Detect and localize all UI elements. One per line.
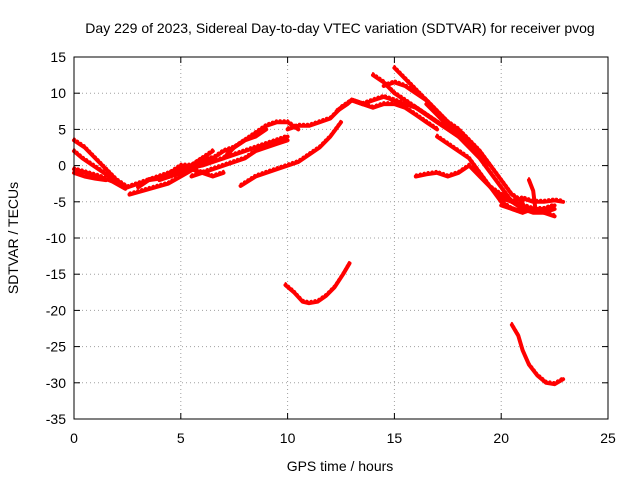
series-line-arc-19 bbox=[392, 65, 525, 204]
series-layer bbox=[72, 64, 566, 387]
series-line-arc-27 bbox=[283, 261, 352, 306]
series-jitter-arc-28 bbox=[510, 321, 565, 384]
y-tick-label: -35 bbox=[46, 411, 66, 427]
series-jitter-arc-26 bbox=[414, 162, 471, 176]
series-jitter-arc-12 bbox=[222, 119, 300, 158]
series-line-arc-26 bbox=[413, 163, 472, 179]
x-tick-label: 15 bbox=[387, 430, 403, 446]
series-jitter-arc-10 bbox=[179, 133, 289, 169]
y-tick-label: -20 bbox=[46, 302, 66, 318]
y-tick-label: 15 bbox=[50, 49, 66, 65]
series-line-arc-11 bbox=[157, 149, 215, 183]
y-tick-label: 10 bbox=[50, 85, 66, 101]
y-tick-label: 5 bbox=[58, 121, 66, 137]
series-jitter-arc-21 bbox=[436, 133, 524, 212]
series-jitter-arc-2 bbox=[73, 148, 127, 187]
series-line-arc-15 bbox=[334, 98, 440, 132]
series-jitter-arc-4 bbox=[73, 169, 107, 180]
x-tick-label: 0 bbox=[70, 430, 78, 446]
x-tick-label: 5 bbox=[177, 430, 185, 446]
series-jitter-arc-11 bbox=[158, 148, 214, 180]
series-jitter-arc-25 bbox=[528, 177, 537, 208]
series-line-arc-24 bbox=[499, 203, 557, 215]
x-axis-label: GPS time / hours bbox=[287, 458, 394, 474]
y-tick-label: -15 bbox=[46, 266, 66, 282]
series-jitter-arc-27 bbox=[284, 260, 351, 303]
series-line-arc-4 bbox=[72, 170, 108, 183]
series-line-arc-20 bbox=[424, 102, 557, 215]
series-jitter-arc-13 bbox=[239, 119, 342, 185]
y-axis-label: SDTVAR / TECUs bbox=[5, 182, 21, 294]
series-line-arc-3 bbox=[72, 167, 128, 191]
series-jitter-arc-14 bbox=[286, 97, 364, 129]
y-tick-label: 0 bbox=[58, 158, 66, 174]
series-jitter-arc-24 bbox=[500, 202, 556, 212]
y-tick-label: -10 bbox=[46, 230, 66, 246]
series-line-arc-12 bbox=[221, 120, 301, 161]
series-jitter-arc-19 bbox=[393, 64, 524, 201]
y-axis: -35 -30 -25 -20 -15 -10 -5 0 5 10 15 bbox=[46, 49, 608, 427]
x-tick-label: 25 bbox=[600, 430, 616, 446]
x-axis: 0 5 10 15 20 25 bbox=[70, 57, 616, 446]
series-jitter-arc-23 bbox=[489, 184, 565, 201]
x-tick-label: 10 bbox=[280, 430, 296, 446]
series-jitter-arc-1 bbox=[73, 137, 129, 187]
series-line-arc-10 bbox=[178, 134, 290, 172]
series-line-arc-9 bbox=[189, 138, 290, 179]
grid bbox=[74, 57, 608, 419]
series-line-arc-6 bbox=[127, 167, 196, 197]
y-tick-label: -5 bbox=[54, 194, 67, 210]
series-jitter-arc-3 bbox=[73, 166, 127, 188]
series-line-arc-13 bbox=[238, 120, 343, 188]
y-tick-label: -30 bbox=[46, 375, 66, 391]
y-tick-label: -25 bbox=[46, 339, 66, 355]
series-jitter-arc-15 bbox=[335, 97, 439, 129]
chart-title: Day 229 of 2023, Sidereal Day-to-day VTE… bbox=[85, 20, 594, 36]
x-tick-label: 20 bbox=[493, 430, 509, 446]
series-line-arc-23 bbox=[488, 185, 566, 204]
series-jitter-arc-9 bbox=[190, 137, 289, 176]
